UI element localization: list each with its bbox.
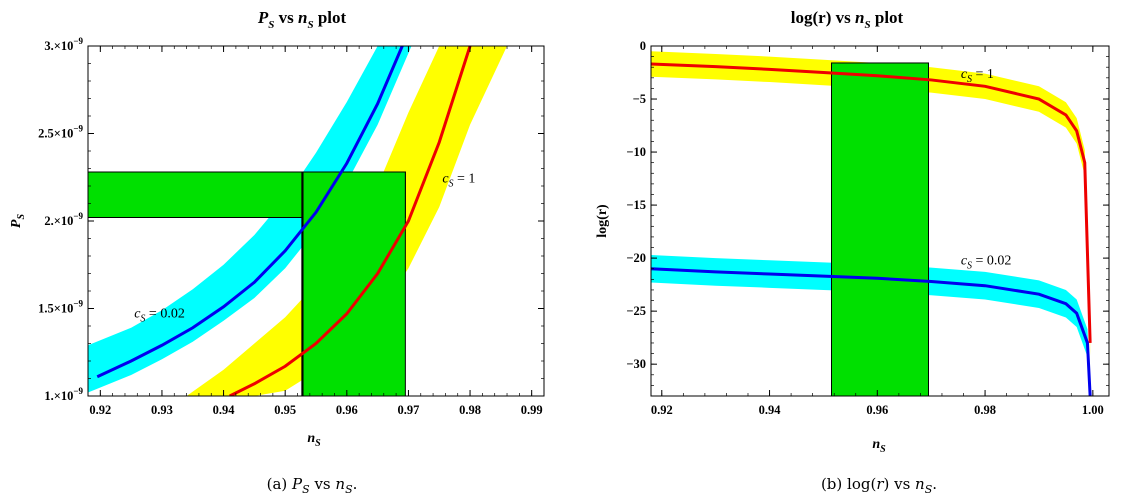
chart-left-y-tick-label: 3.×10−9 [44, 36, 83, 53]
chart-left-x-tick-label: 0.95 [274, 403, 296, 417]
chart-left-x-tick-label: 0.92 [89, 403, 111, 417]
chart-right-x-tick-label: 1.00 [1082, 403, 1104, 417]
chart-right-y-tick-label: −5 [633, 92, 646, 106]
chart-right-y-axis-label: log(r) [595, 204, 610, 238]
chart-right-y-tick-label: −25 [626, 304, 646, 318]
chart-right-y-tick-label: −30 [626, 357, 646, 371]
chart-right-series-0-label: cS = 1 [961, 67, 994, 85]
chart-left-series-0-band [88, 46, 412, 393]
chart-left-y-axis-label: PS [9, 214, 27, 229]
chart-right-series-0-line [651, 62, 1092, 344]
chart-right-x-tick-label: 0.96 [866, 403, 888, 417]
chart-right-x-tick-label: 0.94 [759, 403, 782, 417]
chart-right-x-axis-label: nS [872, 437, 886, 455]
chart-left-y-tick-label: 1.5×10−9 [38, 299, 83, 316]
chart-left-observed-band-1 [301, 171, 406, 396]
chart-left-x-tick-label: 0.96 [336, 403, 358, 417]
chart-right-series-1-line [651, 267, 1092, 396]
chart-left-series-0-label: cS = 0.02 [134, 306, 185, 324]
chart-right-plot-frame [650, 45, 1110, 397]
chart-left-x-tick-label: 0.98 [459, 403, 481, 417]
chart-left: PS vs nS plot 0.92 0.93 0.94 0.95 0.96 0.97 0.… [9, 8, 545, 496]
chart-left-x-tick-label: 0.93 [151, 403, 173, 417]
chart-left-y-tick-label: 2.×10−9 [44, 211, 83, 228]
chart-right-y-tick-label: −20 [626, 251, 646, 265]
chart-left-series-0-line [96, 46, 404, 379]
chart-right-y-tick-label: 0 [640, 39, 646, 53]
chart-left-y-tick-label: 2.5×10−9 [38, 124, 83, 141]
chart-left-caption: (a) PS vs nS. [267, 475, 358, 496]
chart-left-y-tick-label: 1.×10−9 [44, 386, 83, 403]
chart-left-series-1-band [186, 46, 508, 396]
chart-left-x-tick-label: 0.97 [397, 403, 419, 417]
chart-left-x-tick-label: 0.99 [521, 403, 543, 417]
chart-right-title: log(r) vs nS plot [791, 8, 904, 31]
chart-right-y-tick-label: −15 [626, 198, 646, 212]
chart-right-series-1-band [651, 254, 1091, 396]
chart-right-y-tick-label: −10 [626, 145, 646, 159]
chart-right-series-1-label: cS = 0.02 [961, 253, 1012, 271]
chart-left-series-1-line [229, 46, 472, 396]
chart-right-x-tick-label: 0.98 [974, 403, 996, 417]
chart-right-caption: (b) log(r) vs nS. [821, 475, 937, 496]
chart-left-series-1-label: cS = 1 [442, 172, 475, 190]
chart-left-x-axis-label: nS [307, 431, 321, 449]
chart-right-x-tick-label: 0.92 [651, 403, 673, 417]
chart-right-observed-band-0 [831, 62, 929, 396]
chart-left-x-tick-label: 0.94 [213, 403, 236, 417]
chart-left-title: PS vs nS plot [257, 8, 347, 31]
chart-right: log(r) vs nS plot 0.92 0.94 0.96 0.98 1.00 0… [595, 8, 1110, 496]
